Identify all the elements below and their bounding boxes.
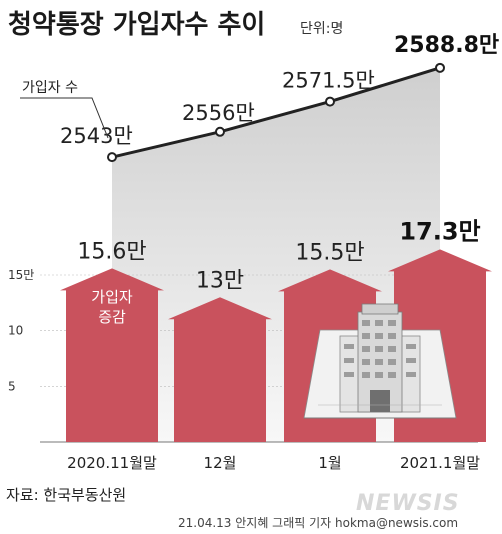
line-data-label: 2571.5만: [282, 69, 375, 93]
x-category-label: 2020.11월말: [67, 454, 157, 472]
bar-arrow: [168, 297, 272, 442]
unit-label: 단위:명: [300, 21, 343, 37]
source-label: 자료: 한국부동산원: [6, 486, 126, 504]
line-point: [107, 152, 117, 163]
bar-series-tag: 가입자 증감: [91, 288, 133, 326]
line-data-label: 2588.8만: [394, 33, 499, 58]
x-category-label: 12월: [204, 454, 237, 472]
subscriber-series-line: [111, 66, 441, 159]
apartment-building-icon: [303, 303, 457, 419]
y-tick-label: 5: [8, 379, 16, 393]
chart-title: 청약통장 가입자수 추이: [8, 10, 265, 40]
y-tick-label: 10: [8, 324, 23, 338]
bar-data-label: 15.6만: [77, 239, 146, 264]
bar-data-label: 15.5만: [295, 240, 364, 265]
x-category-label: 1월: [318, 454, 341, 472]
line-data-label: 2543만: [60, 124, 133, 148]
line-point: [215, 126, 225, 137]
bar-data-label: 13만: [196, 268, 244, 293]
series-tag-leader: [20, 97, 109, 139]
bar-data-label: 17.3만: [399, 217, 480, 245]
newsis-watermark: NEWSIS: [356, 491, 460, 516]
credit-label: 21.04.13 안지혜 그래픽 기자 hokma@newsis.com: [178, 516, 458, 530]
line-data-label: 2556만: [182, 101, 255, 125]
line-point: [325, 96, 335, 107]
line-point: [435, 62, 445, 73]
y-tick-label: 15만: [8, 268, 34, 282]
x-category-label: 2021.1월말: [400, 454, 480, 472]
bar-arrow: [60, 268, 164, 442]
line-series-tag: 가입자 수: [22, 80, 78, 96]
